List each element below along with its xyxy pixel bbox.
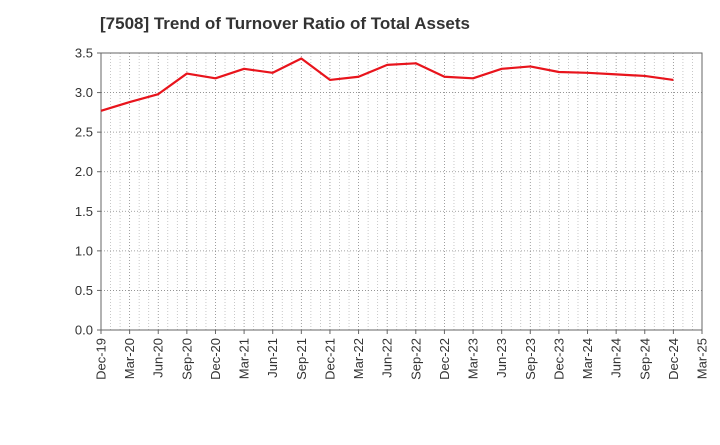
x-tick-label: Dec-19: [94, 338, 109, 380]
y-tick-label: 3.0: [75, 85, 93, 100]
x-tick-label: Jun-22: [380, 338, 395, 378]
x-tick-label: Jun-24: [609, 338, 624, 378]
x-tick-label: Sep-24: [637, 338, 652, 380]
series-line: [100, 57, 674, 112]
x-tick-label: Dec-20: [208, 338, 223, 380]
x-tick-label: Mar-24: [580, 338, 595, 379]
chart-title: [7508] Trend of Turnover Ratio of Total …: [100, 14, 470, 33]
y-tick-label: 0.0: [75, 323, 93, 338]
x-tick-label: Mar-22: [351, 338, 366, 379]
x-tick-label: Mar-20: [122, 338, 137, 379]
y-tick-label: 3.5: [75, 46, 93, 61]
y-tick-label: 2.5: [75, 125, 93, 140]
x-tick-label: Jun-20: [151, 338, 166, 378]
x-tick-label: Dec-21: [322, 338, 337, 380]
x-tick-label: Dec-22: [437, 338, 452, 380]
x-tick-label: Mar-23: [466, 338, 481, 379]
x-tick-label: Sep-21: [294, 338, 309, 380]
x-tick-label: Mar-25: [695, 338, 710, 379]
x-tick-label: Dec-24: [666, 338, 681, 380]
plot-frame: [100, 52, 703, 331]
x-tick-label: Dec-23: [551, 338, 566, 380]
x-tick-label: Mar-21: [237, 338, 252, 379]
y-tick-label: 2.0: [75, 164, 93, 179]
y-tick-label: 1.5: [75, 204, 93, 219]
x-tick-label: Jun-21: [265, 338, 280, 378]
x-tick-label: Sep-22: [408, 338, 423, 380]
x-tick-label: Sep-20: [179, 338, 194, 380]
y-tick-label: 1.0: [75, 243, 93, 258]
y-tick-label: 0.5: [75, 283, 93, 298]
x-tick-label: Jun-23: [494, 338, 509, 378]
plot-area: [101, 53, 702, 330]
x-tick-label: Sep-23: [523, 338, 538, 380]
